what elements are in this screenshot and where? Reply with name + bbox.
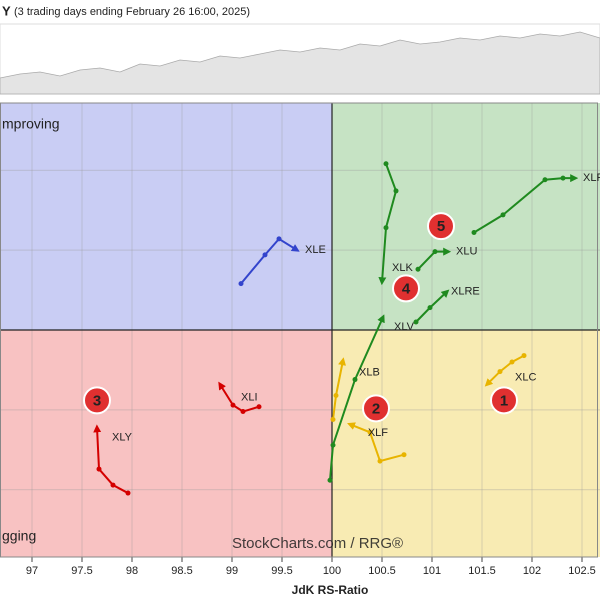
tail-point [401, 452, 407, 458]
x-tick-label: 101.5 [468, 565, 496, 577]
quadrant-weakening [332, 330, 600, 557]
tail-point [333, 393, 339, 399]
benchmark-sparkline [0, 23, 600, 95]
tail-point [352, 377, 358, 383]
number-badge-label: 2 [372, 400, 380, 417]
tail-line [240, 237, 300, 285]
tail-point [432, 249, 438, 255]
tail-point [125, 490, 131, 496]
tail-point [240, 409, 246, 415]
series-label: XLB [359, 366, 380, 378]
number-badge [490, 386, 518, 415]
quadrant-label-improving: mproving [2, 116, 60, 132]
x-tick-label: 98.5 [171, 565, 192, 577]
series-label: XLF [368, 427, 388, 439]
series-label: XLY [112, 431, 133, 443]
quadrant-label-lagging: gging [2, 528, 36, 544]
quadrant-lagging [0, 330, 332, 557]
tail-point [413, 319, 419, 325]
x-tick-label: 99 [226, 565, 238, 577]
series-label: XLC [515, 371, 536, 383]
tail-point [560, 175, 566, 181]
tail-point [256, 404, 262, 410]
tail-point [276, 236, 282, 242]
tail-point [377, 458, 383, 464]
tail-point [330, 417, 336, 423]
x-tick-label: 99.5 [271, 565, 292, 577]
x-tick-label: 97.5 [71, 565, 92, 577]
watermark: StockCharts.com / RRG® [232, 535, 403, 552]
sparkline-area [0, 31, 600, 95]
number-badge [392, 274, 420, 303]
tail-line [378, 163, 398, 286]
number-badge [362, 394, 390, 423]
quadrant-leading [332, 103, 600, 330]
x-tick-label: 102.5 [568, 565, 596, 577]
tail-point [509, 359, 515, 365]
series-label: XLU [456, 246, 477, 258]
number-badge-label: 1 [500, 392, 508, 409]
x-tick-label: 102 [523, 565, 541, 577]
tail-point [238, 281, 244, 287]
tail-point [500, 212, 506, 218]
plot-border [0, 102, 598, 558]
series-label: XLP [583, 172, 600, 184]
tail-line [93, 424, 129, 494]
x-tick-label: 98 [126, 565, 138, 577]
series-label: XLI [241, 391, 258, 403]
tail-point [262, 252, 268, 258]
x-tick-label: 101 [423, 565, 441, 577]
series-label: XLE [305, 244, 326, 256]
tail-point [383, 161, 389, 167]
tail-line [347, 422, 405, 463]
tail-point [415, 266, 421, 272]
x-tick-label: 100 [323, 565, 341, 577]
series-label: XLK [392, 262, 413, 274]
tail-point [110, 482, 116, 488]
number-badge-label: 3 [93, 392, 101, 409]
number-badge-label: 5 [437, 218, 445, 235]
chart-subtitle: (3 trading days ending February 26 16:00… [14, 6, 250, 18]
tail-line [484, 354, 525, 387]
tail-point [330, 442, 336, 448]
number-badge [427, 212, 455, 241]
tail-line [329, 314, 385, 481]
number-badge-label: 4 [402, 280, 411, 297]
number-badge [83, 386, 111, 415]
tail-point [497, 369, 503, 375]
chart-title: Y [2, 3, 11, 18]
series-label: XLRE [451, 286, 480, 298]
tail-point [542, 177, 548, 183]
series-label: XLV [394, 321, 415, 333]
tail-point [521, 353, 527, 359]
tail-point [383, 225, 389, 231]
tail-point [367, 429, 373, 435]
tail-point [96, 466, 102, 472]
x-axis-label: JdK RS-Ratio [292, 583, 369, 597]
tail-point [327, 477, 333, 483]
quadrant-improving [0, 103, 332, 330]
x-tick-label: 100.5 [368, 565, 396, 577]
tail-point [427, 305, 433, 311]
tail-point [230, 402, 236, 408]
tail-point [393, 188, 399, 194]
tail-point [471, 229, 477, 235]
tail-line [218, 381, 260, 413]
x-tick-label: 97 [26, 565, 38, 577]
